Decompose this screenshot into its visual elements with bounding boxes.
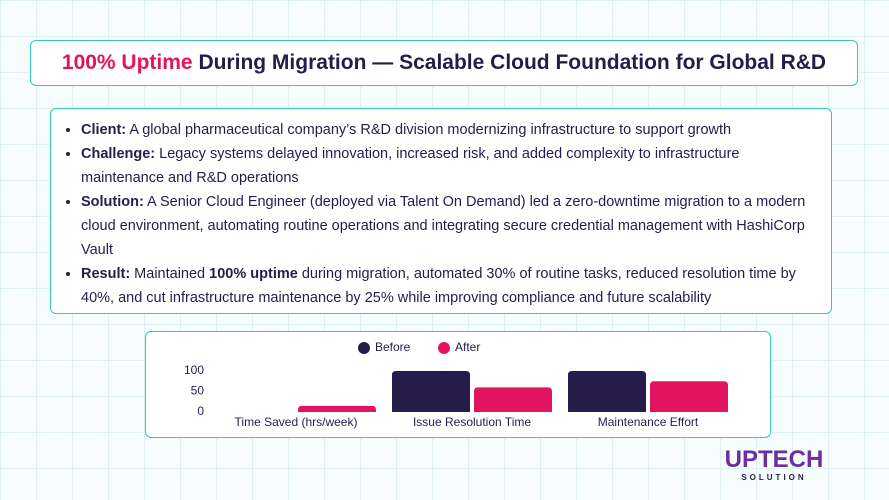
x-tick-label: Maintenance Effort [598, 415, 699, 429]
legend-marker [438, 342, 450, 354]
bullet: Challenge: Legacy systems delayed innova… [81, 142, 821, 190]
text: Legacy systems delayed innovation, incre… [81, 146, 740, 186]
bullet-list: Client: A global pharmaceutical company’… [63, 118, 821, 310]
bullet: Solution: A Senior Cloud Engineer (deplo… [81, 190, 821, 262]
y-tick-label: 100 [184, 363, 204, 377]
title: During Migration — Scalable Cloud Founda… [192, 51, 827, 74]
x-tick-label: Issue Resolution Time [413, 415, 531, 429]
title-highlight: 100% Uptime [61, 51, 193, 74]
summary-box: Client: A global pharmaceutical company’… [50, 108, 832, 314]
y-tick-label: 0 [197, 404, 204, 418]
bar [568, 371, 646, 412]
bold-text: Solution: [81, 194, 144, 210]
text: Maintained [130, 266, 210, 282]
text: A global pharmaceutical company’s R&D di… [126, 122, 732, 138]
text: A Senior Cloud Engineer (deployed via Ta… [81, 194, 806, 258]
bar [474, 387, 552, 412]
title-box: 100% Uptime During Migration — Scalable … [30, 40, 858, 86]
legend-label: After [455, 340, 480, 354]
bold-text: Client: [81, 122, 127, 138]
legend-label: Before [375, 340, 411, 354]
bar [298, 405, 376, 412]
x-tick-label: Time Saved (hrs/week) [235, 415, 358, 429]
logo-name: UPTECH [724, 446, 824, 473]
bar [392, 371, 470, 412]
text: during migration, automated 30% of routi… [81, 266, 796, 306]
logo: UPTECH SOLUTION [722, 446, 826, 483]
bold-text: Result: [81, 266, 131, 282]
y-tick-label: 50 [191, 384, 205, 398]
bullet: Client: A global pharmaceutical company’… [81, 118, 821, 142]
legend-marker [358, 342, 370, 354]
logo-tagline: SOLUTION [741, 473, 807, 482]
bold-text: Challenge: [81, 146, 156, 162]
bold-text: 100% uptime [209, 266, 298, 282]
bar [650, 381, 728, 412]
bullet: Result: Maintained 100% uptime during mi… [81, 262, 821, 310]
